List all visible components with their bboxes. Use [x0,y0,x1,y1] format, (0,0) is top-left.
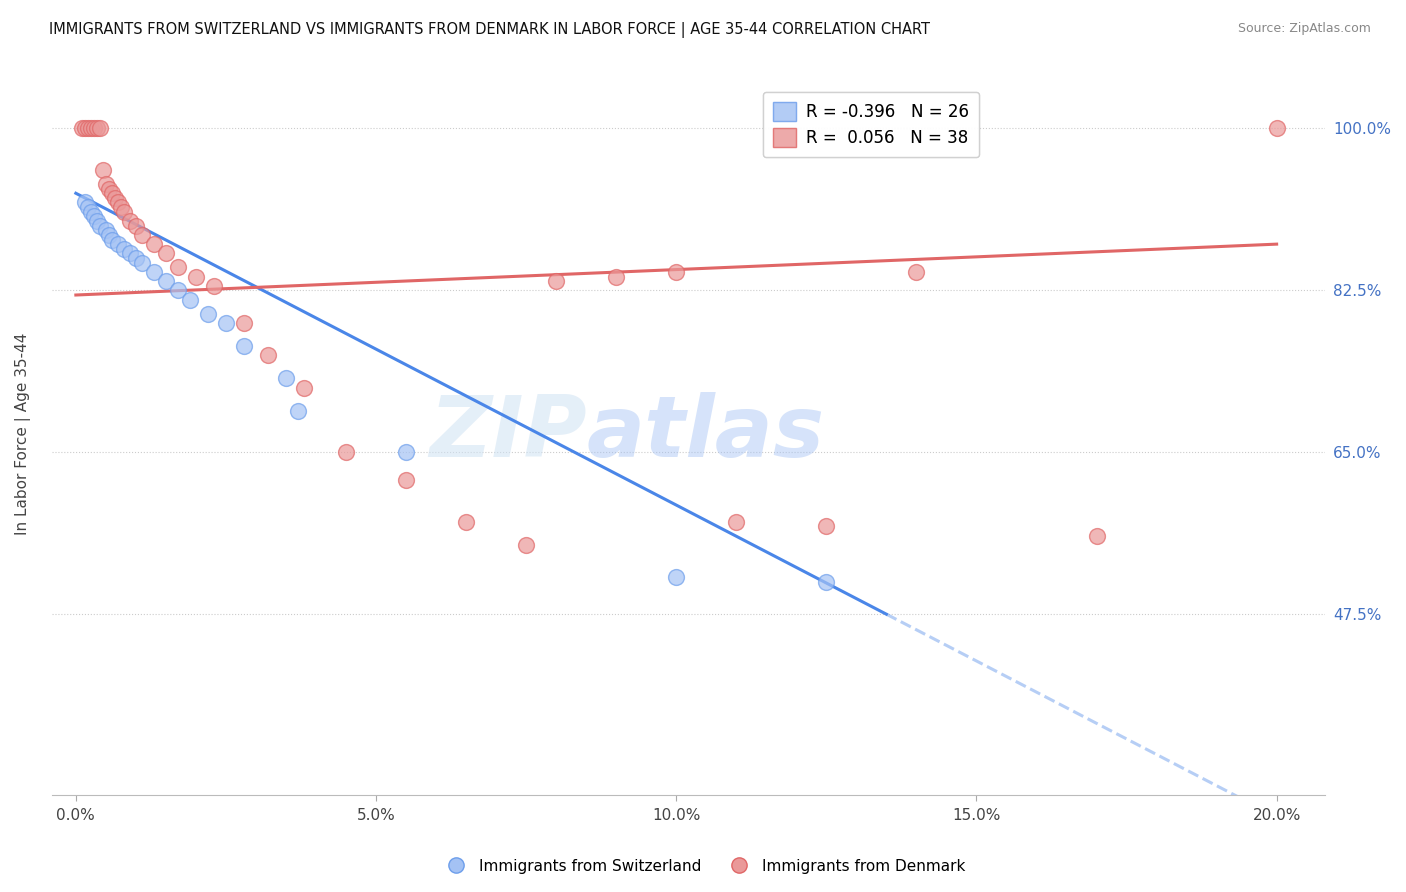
Point [101,186,124,201]
Point [233,339,256,353]
Point [107,195,129,210]
Point [101,233,124,247]
Point [118,246,141,260]
Point [89,219,111,233]
Point [215,316,238,330]
Point [815,519,838,533]
Point [104,191,127,205]
Point [287,403,309,417]
Legend: R = -0.396   N = 26, R =  0.056   N = 38: R = -0.396 N = 26, R = 0.056 N = 38 [762,92,979,157]
Point [197,306,219,320]
Point [515,538,537,552]
Point [97,227,120,242]
Point [167,284,190,298]
Point [395,445,418,459]
Point [76,121,98,136]
Legend: Immigrants from Switzerland, Immigrants from Denmark: Immigrants from Switzerland, Immigrants … [434,853,972,880]
Point [91,163,114,178]
Point [155,274,177,288]
Point [73,195,96,210]
Point [292,380,315,394]
Text: Source: ZipAtlas.com: Source: ZipAtlas.com [1237,22,1371,36]
Point [112,204,135,219]
Point [546,274,568,288]
Point [274,371,297,385]
Point [142,265,165,279]
Point [73,121,96,136]
Point [167,260,190,275]
Point [456,515,478,529]
Point [97,181,120,195]
Y-axis label: In Labor Force | Age 35-44: In Labor Force | Age 35-44 [15,333,31,535]
Point [1265,121,1288,136]
Text: ZIP: ZIP [429,392,586,475]
Point [80,204,103,219]
Point [80,121,103,136]
Point [142,237,165,252]
Point [125,219,148,233]
Point [86,121,108,136]
Point [107,237,129,252]
Point [83,121,105,136]
Point [70,121,93,136]
Point [89,121,111,136]
Point [155,246,177,260]
Point [665,265,688,279]
Point [665,570,688,584]
Point [257,348,280,362]
Point [179,293,201,307]
Point [202,278,225,293]
Point [335,445,357,459]
Text: IMMIGRANTS FROM SWITZERLAND VS IMMIGRANTS FROM DENMARK IN LABOR FORCE | AGE 35-4: IMMIGRANTS FROM SWITZERLAND VS IMMIGRANT… [49,22,931,38]
Point [725,515,748,529]
Point [86,214,108,228]
Point [118,214,141,228]
Point [112,242,135,256]
Point [125,251,148,265]
Point [905,265,928,279]
Point [233,316,256,330]
Point [184,269,207,284]
Text: atlas: atlas [586,392,824,475]
Point [1085,528,1108,542]
Point [815,574,838,589]
Point [94,223,117,237]
Point [110,200,132,214]
Point [83,210,105,224]
Point [131,255,153,269]
Point [94,177,117,191]
Point [76,200,98,214]
Point [605,269,627,284]
Point [131,227,153,242]
Point [395,473,418,487]
